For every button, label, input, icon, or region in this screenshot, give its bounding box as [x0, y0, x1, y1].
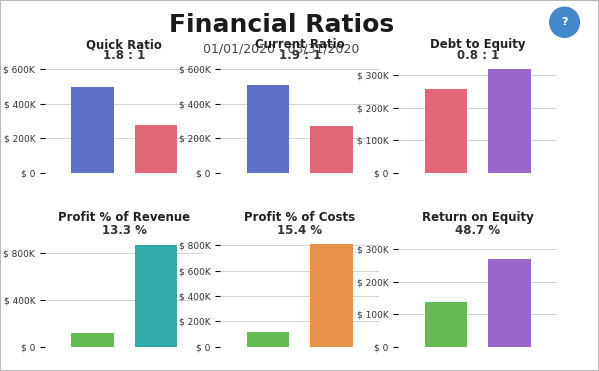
Bar [425, 302, 467, 347]
Text: 1.8 : 1: 1.8 : 1 [103, 49, 146, 62]
Text: 13.3 %: 13.3 % [102, 224, 147, 237]
Text: Debt to Equity: Debt to Equity [430, 38, 525, 51]
Text: 48.7 %: 48.7 % [455, 224, 500, 237]
Text: Financial Ratios: Financial Ratios [169, 13, 394, 37]
Bar [488, 69, 531, 173]
Bar [425, 89, 467, 173]
Bar [71, 86, 114, 173]
Text: 0.8 : 1: 0.8 : 1 [456, 49, 499, 62]
Bar [488, 259, 531, 347]
Text: 01/01/2020 - 03/31/2020: 01/01/2020 - 03/31/2020 [203, 43, 360, 56]
Text: 1.9 : 1: 1.9 : 1 [279, 49, 321, 62]
Text: Current Ratio: Current Ratio [255, 38, 344, 51]
Bar [135, 244, 177, 347]
Text: 15.4 %: 15.4 % [277, 224, 322, 237]
Bar [310, 126, 353, 173]
Text: Profit % of Revenue: Profit % of Revenue [58, 211, 190, 224]
Text: ?: ? [561, 17, 568, 27]
Bar [247, 85, 289, 173]
Text: Return on Equity: Return on Equity [422, 211, 534, 224]
Bar [247, 332, 289, 347]
Text: Profit % of Costs: Profit % of Costs [244, 211, 355, 224]
Bar [135, 125, 177, 173]
Bar [310, 244, 353, 347]
Text: Quick Ratio: Quick Ratio [86, 38, 162, 51]
Circle shape [550, 7, 579, 37]
Bar [71, 334, 114, 347]
